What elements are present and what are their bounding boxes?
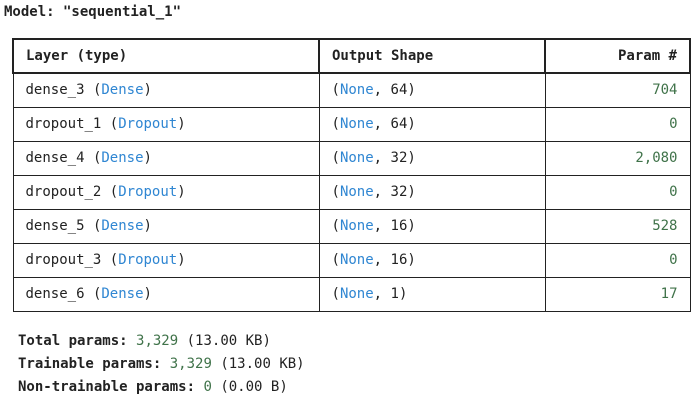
output-shape-cell: (None, 1) — [318, 276, 546, 312]
param-count: 17 — [660, 286, 678, 302]
layer-name: dropout_3 — [25, 252, 102, 268]
trainable-params-size: (13.00 KB) — [220, 356, 305, 372]
param-count-cell: 528 — [544, 208, 691, 244]
layer-name: dense_3 — [25, 82, 85, 99]
param-count: 0 — [669, 252, 678, 268]
table-row: dense_6 (Dense) (None, 1) 17 — [12, 276, 691, 312]
layer-name: dense_5 — [25, 218, 85, 234]
param-count: 2,080 — [635, 150, 678, 166]
batch-dim: None — [339, 150, 374, 166]
layer-cell: dense_5 (Dense) — [12, 208, 320, 244]
layer-type: Dense — [101, 82, 144, 99]
non-trainable-params-line: Non-trainable params: 0 (0.00 B) — [18, 376, 305, 399]
output-shape-cell: (None, 16) — [318, 208, 546, 244]
layer-type: Dropout — [118, 116, 178, 132]
trainable-params-line: Trainable params: 3,329 (13.00 KB) — [18, 353, 305, 376]
param-count-cell: 0 — [544, 242, 691, 278]
layer-type: Dense — [101, 286, 144, 302]
header-param-count: Param # — [544, 38, 691, 74]
param-count: 0 — [669, 184, 678, 200]
total-params-size: (13.00 KB) — [186, 333, 271, 349]
param-count: 528 — [652, 218, 678, 234]
output-dim: 32 — [390, 150, 408, 166]
total-params-value: 3,329 — [136, 333, 179, 349]
table-header-row: Layer (type) Output Shape Param # — [12, 38, 691, 74]
output-shape-cell: (None, 32) — [318, 174, 546, 210]
output-shape-cell: (None, 64) — [318, 72, 546, 108]
batch-dim: None — [339, 218, 374, 234]
output-dim: 16 — [390, 218, 408, 234]
model-title: Model: "sequential_1" — [4, 4, 182, 20]
output-dim: 16 — [390, 252, 408, 268]
output-shape-cell: (None, 32) — [318, 140, 546, 176]
table-row: dropout_2 (Dropout) (None, 32) 0 — [12, 174, 691, 210]
table-row: dense_3 (Dense) (None, 64) 704 — [12, 72, 691, 108]
layer-cell: dense_4 (Dense) — [12, 140, 320, 176]
param-totals: Total params: 3,329 (13.00 KB) Trainable… — [18, 330, 305, 399]
layer-name: dense_6 — [25, 286, 85, 302]
layer-type: Dense — [101, 218, 144, 234]
layer-name: dense_4 — [25, 150, 85, 166]
layer-name: dropout_2 — [25, 184, 102, 200]
table-row: dropout_3 (Dropout) (None, 16) 0 — [12, 242, 691, 278]
batch-dim: None — [339, 116, 374, 132]
param-count: 0 — [669, 116, 678, 132]
param-count-cell: 0 — [544, 106, 691, 142]
output-dim: 1 — [390, 286, 399, 302]
param-count-cell: 2,080 — [544, 140, 691, 176]
param-count-cell: 17 — [544, 276, 691, 312]
table-row: dropout_1 (Dropout) (None, 64) 0 — [12, 106, 691, 142]
model-summary-table: Layer (type) Output Shape Param # dense_… — [12, 38, 691, 312]
table-row: dense_5 (Dense) (None, 16) 528 — [12, 208, 691, 244]
trainable-params-value: 3,329 — [169, 356, 212, 372]
layer-type: Dropout — [118, 184, 178, 200]
output-dim: 64 — [390, 82, 408, 99]
non-trainable-params-size: (0.00 B) — [220, 379, 288, 395]
layer-cell: dense_3 (Dense) — [12, 72, 320, 108]
output-dim: 64 — [390, 116, 408, 132]
header-output-shape: Output Shape — [318, 38, 546, 74]
non-trainable-params-value: 0 — [203, 379, 212, 395]
batch-dim: None — [339, 252, 374, 268]
param-count: 704 — [652, 82, 678, 99]
output-shape-cell: (None, 16) — [318, 242, 546, 278]
layer-type: Dropout — [118, 252, 178, 268]
batch-dim: None — [339, 184, 374, 200]
layer-cell: dense_6 (Dense) — [12, 276, 320, 312]
layer-cell: dropout_3 (Dropout) — [12, 242, 320, 278]
total-params-line: Total params: 3,329 (13.00 KB) — [18, 330, 305, 353]
layer-name: dropout_1 — [25, 116, 102, 132]
param-count-cell: 0 — [544, 174, 691, 210]
batch-dim: None — [339, 82, 374, 99]
table-row: dense_4 (Dense) (None, 32) 2,080 — [12, 140, 691, 176]
header-layer-type: Layer (type) — [12, 38, 320, 74]
output-shape-cell: (None, 64) — [318, 106, 546, 142]
output-dim: 32 — [390, 184, 408, 200]
batch-dim: None — [339, 286, 374, 302]
layer-type: Dense — [101, 150, 144, 166]
layer-cell: dropout_1 (Dropout) — [12, 106, 320, 142]
layer-cell: dropout_2 (Dropout) — [12, 174, 320, 210]
param-count-cell: 704 — [544, 72, 691, 108]
trainable-params-label: Trainable params: — [18, 356, 162, 372]
non-trainable-params-label: Non-trainable params: — [18, 379, 196, 395]
total-params-label: Total params: — [18, 333, 128, 349]
